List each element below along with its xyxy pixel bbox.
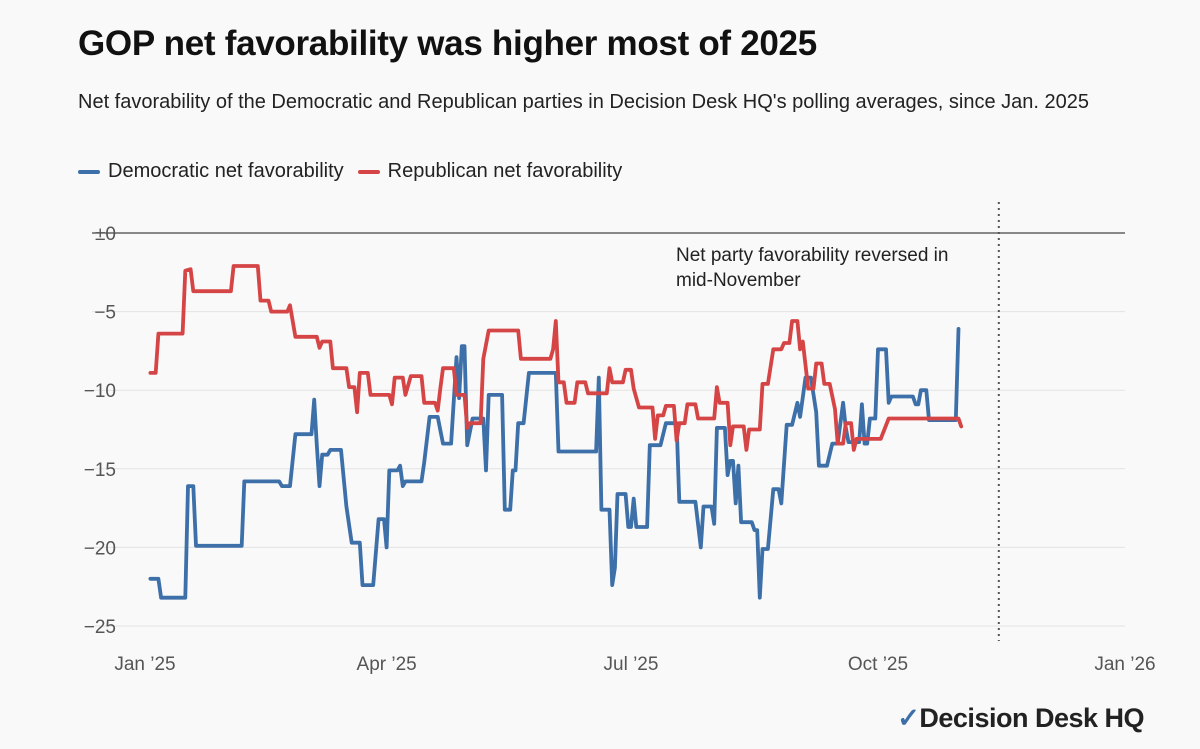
legend-item-republican: Republican net favorability — [357, 160, 623, 183]
legend: Democratic net favorability Republican n… — [78, 160, 636, 183]
y-tick-label: −20 — [84, 538, 116, 559]
x-tick-label: Oct ’25 — [848, 654, 908, 675]
y-tick-label: −15 — [84, 460, 116, 481]
x-tick-label: Jan ’26 — [1094, 654, 1155, 675]
y-tick-label: ±0 — [95, 224, 116, 245]
republican-line — [148, 264, 964, 452]
y-tick-label: −5 — [94, 303, 116, 324]
legend-swatch-democratic — [78, 169, 100, 174]
legend-label-democratic: Democratic net favorability — [108, 160, 344, 182]
x-tick-label: Jul ’25 — [604, 654, 659, 675]
chart-subtitle: Net favorability of the Democratic and R… — [78, 91, 1089, 113]
x-tick-label: Jan ’25 — [114, 654, 175, 675]
annotation-text: mid-November — [676, 270, 801, 291]
y-tick-label: −10 — [84, 381, 116, 402]
legend-label-republican: Republican net favorability — [387, 160, 623, 182]
democratic-line — [148, 326, 961, 600]
legend-swatch-republican — [357, 169, 380, 174]
y-tick-label: −25 — [84, 617, 116, 638]
chart-title: GOP net favorability was higher most of … — [78, 24, 817, 63]
brand-text: Decision Desk HQ — [919, 703, 1144, 733]
legend-item-democratic: Democratic net favorability — [78, 160, 344, 183]
x-tick-label: Apr ’25 — [357, 654, 417, 675]
brand-logo: ✓Decision Desk HQ — [897, 703, 1144, 733]
annotation-text: Net party favorability reversed in — [676, 245, 948, 266]
